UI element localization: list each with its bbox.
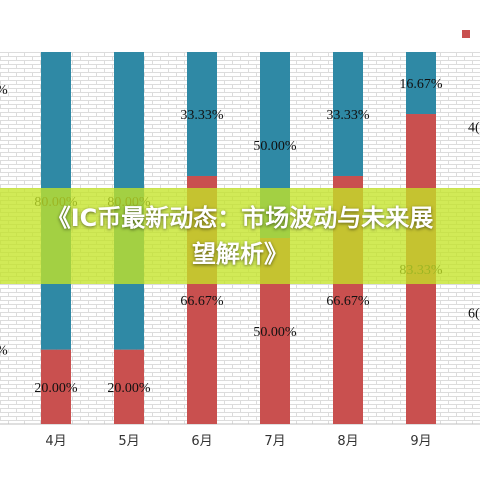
banner-title: 《IC币最新动态：市场波动与未来展望解析》 (46, 204, 434, 268)
data-label: 20.00% (107, 381, 151, 396)
edge-data-label: 4( (468, 120, 480, 135)
legend-swatch-series (462, 30, 470, 38)
bar-segment (187, 52, 217, 176)
data-label: 33.33% (326, 108, 370, 123)
edge-data-label: % (0, 344, 8, 359)
bar-segment (114, 349, 144, 424)
x-tick-label: 6月 (191, 434, 212, 449)
x-tick-label: 8月 (337, 434, 358, 449)
data-label: 66.67% (180, 294, 224, 309)
edge-data-label: 6( (468, 306, 480, 321)
edge-data-label: % (0, 83, 8, 98)
data-label: 16.67% (399, 77, 443, 92)
x-tick-label: 4月 (45, 434, 66, 449)
data-label: 33.33% (180, 108, 224, 123)
x-tick-label: 7月 (264, 434, 285, 449)
x-tick-label: 9月 (410, 434, 431, 449)
title-banner (0, 188, 480, 284)
bar-segment (406, 52, 436, 115)
data-label: 20.00% (34, 381, 78, 396)
data-label: 50.00% (253, 139, 297, 154)
bar-segment (333, 52, 363, 176)
data-label: 50.00% (253, 325, 297, 340)
data-label: 66.67% (326, 294, 370, 309)
bar-segment (41, 349, 71, 424)
x-tick-label: 5月 (118, 434, 139, 449)
